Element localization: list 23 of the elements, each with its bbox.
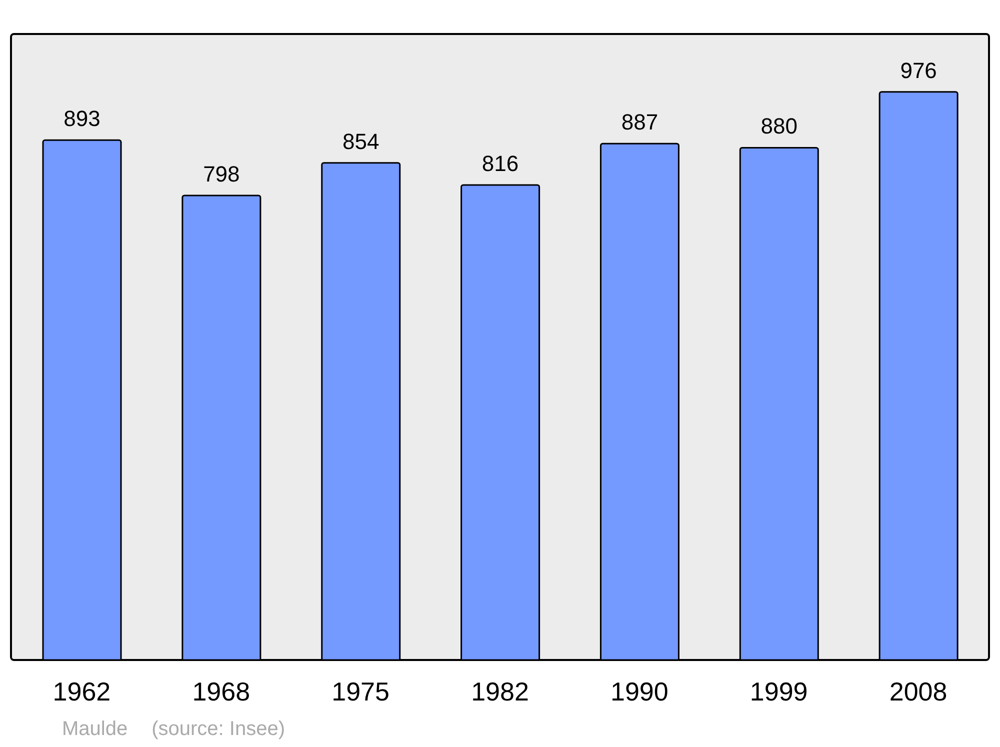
x-tick-label: 1990 <box>610 676 668 706</box>
data-label: 976 <box>900 58 937 83</box>
text: Maulde <box>62 718 128 741</box>
x-tick-label: 1999 <box>750 676 808 706</box>
data-label: 798 <box>203 161 240 186</box>
data-label: 854 <box>342 128 380 154</box>
data-label: 816 <box>482 150 519 176</box>
data-label: 893 <box>64 106 100 132</box>
bar <box>460 184 540 661</box>
text: (source: Insee) <box>152 718 285 741</box>
x-tick-label: 2008 <box>889 676 948 706</box>
data-label: 880 <box>760 114 798 139</box>
bar <box>739 146 819 661</box>
bar <box>321 162 401 661</box>
bar <box>182 194 262 661</box>
bar <box>42 139 122 661</box>
x-tick-label: 1975 <box>332 676 390 706</box>
bar <box>878 91 958 661</box>
x-tick-label: 1968 <box>192 676 250 706</box>
data-label: 887 <box>621 110 658 135</box>
x-tick-label: 1962 <box>52 676 111 706</box>
bar <box>600 142 680 661</box>
x-tick-label: 1982 <box>471 676 529 706</box>
